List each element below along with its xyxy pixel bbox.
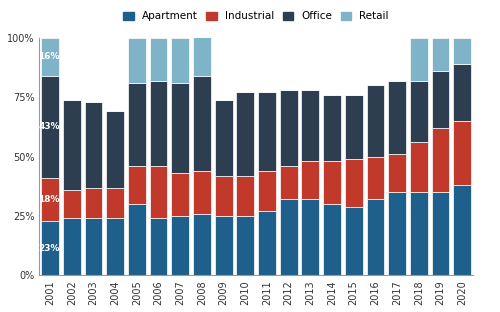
Bar (150, 166, 168, 218)
Bar (302, 161, 319, 199)
Bar (84, 188, 102, 218)
Bar (302, 90, 319, 161)
Bar (128, 204, 146, 275)
Bar (410, 142, 428, 192)
Bar (432, 71, 450, 128)
Bar (128, 38, 146, 83)
Legend: Apartment, Industrial, Office, Retail: Apartment, Industrial, Office, Retail (119, 7, 393, 26)
Bar (453, 121, 471, 185)
Bar (345, 207, 362, 275)
Bar (323, 95, 341, 161)
Bar (258, 92, 276, 171)
Bar (150, 218, 168, 275)
Bar (345, 95, 362, 159)
Bar (236, 92, 254, 176)
Bar (172, 216, 189, 275)
Bar (410, 80, 428, 142)
Text: 23%: 23% (38, 244, 60, 253)
Bar (106, 188, 124, 218)
Bar (258, 211, 276, 275)
Bar (302, 199, 319, 275)
Bar (150, 80, 168, 166)
Bar (323, 161, 341, 204)
Bar (453, 38, 471, 64)
Bar (63, 190, 80, 218)
Bar (410, 38, 428, 80)
Bar (366, 199, 384, 275)
Bar (193, 35, 211, 76)
Bar (193, 214, 211, 275)
Text: 16%: 16% (38, 52, 60, 61)
Text: 38%: 38% (471, 226, 492, 235)
Bar (193, 76, 211, 171)
Bar (236, 176, 254, 216)
Bar (388, 154, 406, 192)
Bar (388, 192, 406, 275)
Bar (432, 192, 450, 275)
Bar (388, 80, 406, 154)
Bar (42, 178, 59, 221)
Bar (280, 90, 297, 166)
Bar (280, 199, 297, 275)
Bar (410, 192, 428, 275)
Bar (345, 159, 362, 207)
Bar (128, 166, 146, 204)
Bar (84, 102, 102, 188)
Text: 24%: 24% (471, 88, 493, 97)
Bar (366, 157, 384, 199)
Bar (193, 171, 211, 214)
Bar (323, 204, 341, 275)
Bar (214, 216, 232, 275)
Bar (236, 216, 254, 275)
Bar (432, 38, 450, 71)
Bar (106, 111, 124, 188)
Bar (106, 218, 124, 275)
Bar (42, 38, 59, 76)
Bar (172, 83, 189, 173)
Bar (214, 176, 232, 216)
Text: 43%: 43% (38, 122, 60, 131)
Bar (42, 76, 59, 178)
Bar (84, 218, 102, 275)
Bar (280, 166, 297, 199)
Bar (63, 218, 80, 275)
Text: 27%: 27% (471, 149, 493, 158)
Bar (432, 128, 450, 192)
Bar (63, 100, 80, 190)
Bar (42, 221, 59, 275)
Bar (150, 38, 168, 80)
Bar (172, 173, 189, 216)
Bar (214, 100, 232, 176)
Bar (453, 64, 471, 121)
Bar (128, 83, 146, 166)
Bar (366, 85, 384, 157)
Bar (172, 38, 189, 83)
Bar (453, 185, 471, 275)
Text: 11%: 11% (471, 46, 492, 55)
Text: 18%: 18% (38, 195, 60, 204)
Bar (258, 171, 276, 211)
